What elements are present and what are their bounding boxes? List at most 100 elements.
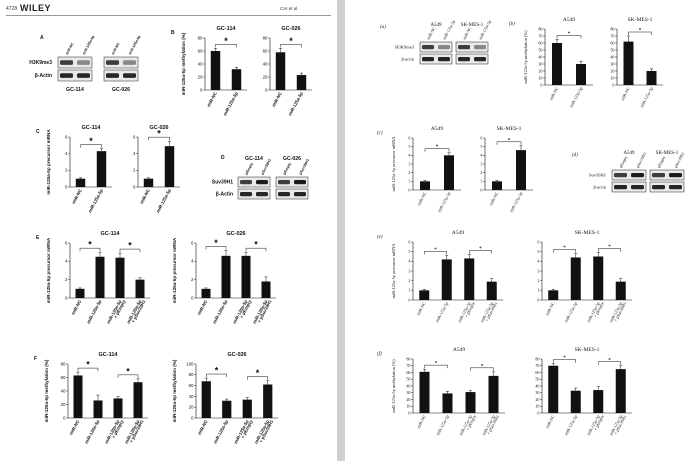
blot-frame [275,176,309,188]
y-tick-label: 0 [63,415,66,420]
y-tick-label: 1 [537,288,539,293]
bar [73,375,83,418]
blot-band [60,60,73,65]
significance-star: * [563,356,566,361]
bar [261,281,271,298]
y-tick-label: 30 [610,61,614,66]
blot-group-label: SK-MES-1 [656,151,679,156]
y-tick-label: 6 [537,239,539,244]
blot-row-label: H3K9me3 [395,45,414,50]
y-tick-label: 80 [198,35,203,40]
blot-lane-label: miR-125a-5p [441,19,455,40]
y-tick-label: 30 [538,61,542,66]
x-tick-label: miR-125a-5p [568,86,583,108]
blot-band [240,180,252,185]
y-tick-label: 4 [408,153,411,158]
bar [210,51,221,90]
bar [143,178,154,187]
y-tick-label: 80 [61,361,66,366]
bar [576,64,586,85]
publisher-logo: WILEY [20,3,51,13]
y-tick-label: 30 [535,390,539,395]
y-tick-label: 0 [408,187,410,192]
page-gutter [337,0,345,461]
panel-label: C [36,129,40,135]
y-tick-label: 2 [408,170,410,175]
y-tick-label: 6 [133,134,136,139]
panel-label: (e) [377,235,383,240]
y-tick-label: 1 [408,179,410,184]
blot-lane-label: pSuv39H1 [298,158,310,175]
significance-bracket [424,251,447,255]
panel-label: A [40,35,44,41]
x-tick-label: miR-125a-5p [508,191,523,213]
significance-star: * [89,136,93,146]
y-tick-label: 50 [538,47,542,52]
chart-title: A549 [452,230,464,236]
y-tick-label: 2 [65,277,68,282]
significance-bracket [148,136,170,141]
y-tick-label: 0 [537,297,539,302]
chart-title: A549 [453,347,465,353]
y-axis-label: miR-125a-5p precursor mRNA [46,237,51,303]
y-tick-label: 3 [408,268,410,273]
blot-band [422,57,434,62]
y-tick-label: 70 [610,33,614,38]
blot-band [474,45,486,50]
bar [201,381,211,418]
significance-star: * [608,358,611,363]
significance-star: * [435,362,438,367]
significance-bracket [628,31,652,35]
y-tick-label: 3 [537,268,539,273]
bar [419,371,430,413]
x-tick-label: miR-125a-5p [639,86,654,108]
blot-band [474,57,486,62]
bar [488,375,499,413]
right-page [345,0,696,461]
y-tick-label: 50 [610,47,614,52]
y-axis-label: miR-125a-5p methylation (%) [523,30,528,84]
blot-band [294,192,306,197]
y-tick-label: 5 [408,144,410,149]
y-tick-label: 20 [610,68,614,73]
y-tick-label: 40 [263,61,268,66]
y-tick-label: 30 [406,390,410,395]
blot-lane-label: pSuv39H1 [635,151,647,168]
blot-frame [275,188,309,200]
x-tick-label: miR-NC [544,414,555,429]
y-tick-label: 6 [480,135,482,140]
chart-title: GC-026 [281,26,300,32]
blot-row-label: β-Actin [35,73,52,79]
bar [221,255,231,298]
bar [486,281,497,300]
panel-label: F [34,356,37,362]
blot-row-label: Suv39H1 [212,180,233,186]
significance-star: * [289,36,293,46]
significance-bracket [496,141,522,145]
x-tick-label: miR-NC [139,187,151,204]
y-tick-label: 1 [408,288,410,293]
bar [133,382,143,418]
significance-bracket [424,148,450,152]
bar [442,393,453,413]
significance-bracket [598,361,621,365]
bar [492,181,502,190]
chart-L-B1: GC-114 B miR-125a-5p methylation (%) 0 20 40 6… [171,26,247,117]
blot-frame [455,41,489,53]
significance-star: * [128,241,132,251]
y-tick-label: 4 [133,151,136,156]
bar [465,392,476,413]
significance-star: * [224,36,228,46]
y-tick-label: 5 [408,249,410,254]
blot-band [278,192,290,197]
bar [570,390,581,413]
x-tick-label: miR-NC [197,418,209,435]
blot-group-label: SK-MES-1 [461,23,484,28]
x-tick-label: miR-NC [71,187,83,204]
blot-frame [611,181,647,193]
bar [93,400,103,418]
panel-label: B [171,30,175,36]
blot-band [256,192,268,197]
bar [419,290,430,300]
bar [296,75,307,90]
